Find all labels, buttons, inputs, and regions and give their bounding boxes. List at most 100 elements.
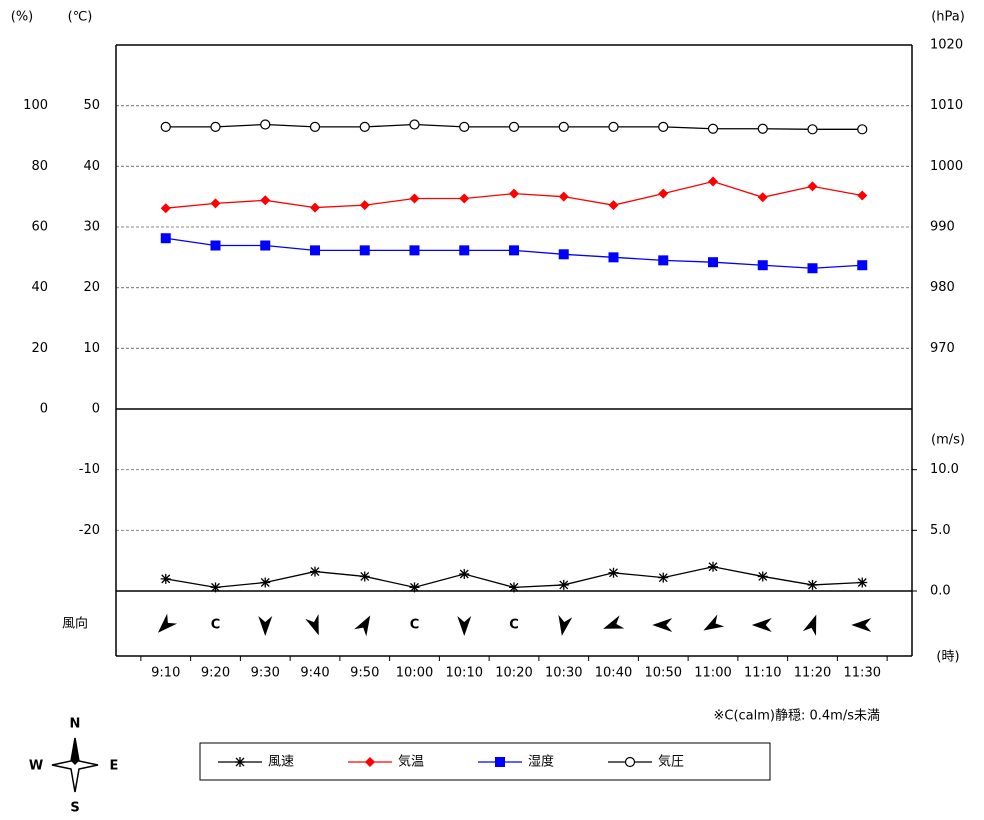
marker: [708, 176, 718, 187]
marker: [707, 123, 719, 134]
wind-arrow: [558, 614, 573, 636]
y-pct-tick-label: 20: [31, 341, 48, 356]
marker: [708, 561, 718, 572]
marker: [359, 200, 370, 211]
marker: [857, 260, 868, 271]
marker: [160, 203, 171, 214]
marker: [260, 240, 271, 251]
marker: [409, 119, 420, 130]
marker: [359, 571, 370, 582]
x-tick-label: 10:30: [545, 666, 582, 681]
x-tick-label: 11:20: [794, 666, 831, 681]
wind-direction-label: 風向: [62, 616, 88, 632]
marker: [558, 579, 569, 590]
marker: [509, 188, 519, 199]
x-label: (時): [936, 650, 959, 665]
x-tick-label: 9:10: [151, 666, 180, 681]
marker: [260, 195, 271, 206]
marker: [608, 252, 619, 263]
marker: [624, 756, 636, 768]
x-tick-label: 10:50: [645, 666, 682, 681]
marker: [365, 757, 375, 767]
marker: [495, 757, 505, 767]
marker: [210, 240, 221, 251]
marker: [558, 249, 569, 260]
marker: [757, 260, 768, 271]
marker: [509, 245, 519, 256]
y-tick-label: -20: [79, 523, 100, 538]
marker: [807, 124, 818, 135]
y-pct-label: (%): [11, 10, 34, 25]
marker: [757, 192, 768, 203]
y2-label: (hPa): [931, 10, 965, 25]
x-tick-label: 10:10: [446, 666, 483, 681]
marker: [558, 121, 569, 133]
y-tick-label: 30: [83, 220, 100, 235]
marker: [658, 188, 669, 199]
marker: [608, 121, 619, 133]
y-pct-tick-label: 0: [40, 402, 48, 417]
marker: [310, 566, 320, 577]
marker: [807, 579, 818, 590]
marker: [310, 202, 320, 213]
marker: [608, 200, 619, 211]
x-tick-label: 9:30: [251, 666, 280, 681]
wind-arrow: [703, 614, 725, 631]
marker: [857, 577, 868, 588]
y-pct-tick-label: 80: [31, 159, 48, 174]
wind-arrow: [603, 615, 625, 629]
marker: [359, 245, 370, 256]
marker: [508, 121, 520, 133]
marker: [235, 757, 245, 767]
y-pct-tick-label: 40: [31, 280, 48, 295]
y-tick-label: 10: [83, 341, 100, 356]
y-tick-label: 20: [83, 280, 100, 295]
y-tick-label: 50: [83, 98, 100, 113]
marker: [658, 572, 669, 583]
legend-label: 気圧: [658, 754, 684, 770]
legend-label: 気温: [398, 754, 424, 770]
y-tick-label: 0: [92, 402, 100, 417]
marker: [459, 193, 470, 204]
marker: [757, 571, 768, 582]
y-pct-tick-label: 60: [31, 220, 48, 235]
compass-n: N: [70, 717, 81, 732]
wind-arrow: [652, 618, 673, 632]
wind-arrow: [457, 616, 472, 636]
compass-north: [71, 738, 79, 765]
x-tick-label: 9:40: [300, 666, 329, 681]
compass: N S W E: [29, 717, 119, 816]
marker: [409, 245, 420, 256]
x-tick-label: 9:20: [201, 666, 230, 681]
y3-tick-label: 5.0: [930, 523, 951, 538]
y2-tick-label: 1000: [930, 159, 963, 174]
marker: [757, 123, 768, 134]
marker: [409, 193, 420, 204]
calm-label: C: [211, 618, 221, 633]
compass-s: S: [70, 801, 79, 816]
x-tick-label: 11:10: [744, 666, 781, 681]
marker: [857, 124, 868, 135]
y-tick-label: -10: [79, 462, 100, 477]
marker: [409, 582, 420, 593]
marker: [160, 573, 171, 584]
calm-label: C: [410, 618, 420, 633]
marker: [260, 119, 271, 130]
y-label: (℃): [68, 10, 93, 25]
marker: [608, 567, 619, 578]
marker: [160, 121, 171, 133]
y2-tick-label: 1010: [930, 98, 963, 113]
x-tick-label: 9:50: [350, 666, 379, 681]
marker: [210, 198, 221, 209]
legend-label: 湿度: [528, 754, 554, 770]
marker: [459, 569, 470, 580]
y2-tick-label: 1020: [930, 38, 963, 53]
marker: [359, 121, 370, 133]
marker: [459, 121, 470, 133]
legend-label: 風速: [268, 755, 294, 770]
y3-label: (m/s): [931, 433, 965, 448]
marker: [210, 582, 221, 593]
wind-arrow: [751, 618, 772, 632]
calm-label: C: [509, 618, 519, 633]
